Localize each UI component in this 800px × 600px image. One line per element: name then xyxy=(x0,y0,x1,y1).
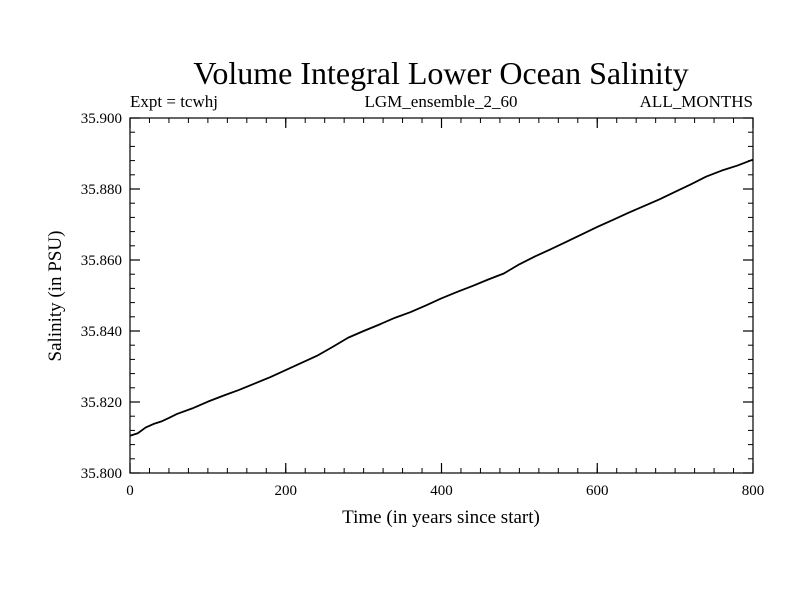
plot-frame xyxy=(129,117,754,474)
y-tick-labels: 35.800 35.820 35.840 35.860 35.880 35.900 xyxy=(81,111,122,482)
x-tick-label: 0 xyxy=(126,483,134,499)
y-tick-label: 35.820 xyxy=(81,395,122,411)
y-tick-label: 35.880 xyxy=(81,182,122,198)
minor-ticks xyxy=(129,117,754,474)
chart-title: Volume Integral Lower Ocean Salinity xyxy=(193,55,688,91)
y-tick-label: 35.800 xyxy=(81,466,122,482)
y-tick-label: 35.860 xyxy=(81,253,122,269)
x-tick-label: 600 xyxy=(586,483,609,499)
y-axis-label: Salinity (in PSU) xyxy=(45,231,66,362)
x-tick-label: 200 xyxy=(275,483,298,499)
subtitle-ensemble: LGM_ensemble_2_60 xyxy=(365,92,518,111)
x-tick-label: 400 xyxy=(430,483,453,499)
x-tick-labels: 0 200 400 600 800 xyxy=(126,483,764,499)
major-ticks xyxy=(129,117,754,474)
y-tick-label: 35.840 xyxy=(81,324,122,340)
subtitle-experiment: Expt = tcwhj xyxy=(130,92,218,111)
salinity-series-line xyxy=(129,158,754,437)
x-tick-label: 800 xyxy=(742,483,765,499)
x-axis-label: Time (in years since start) xyxy=(342,507,540,528)
y-tick-label: 35.900 xyxy=(81,111,122,127)
subtitle-months: ALL_MONTHS xyxy=(640,92,753,111)
